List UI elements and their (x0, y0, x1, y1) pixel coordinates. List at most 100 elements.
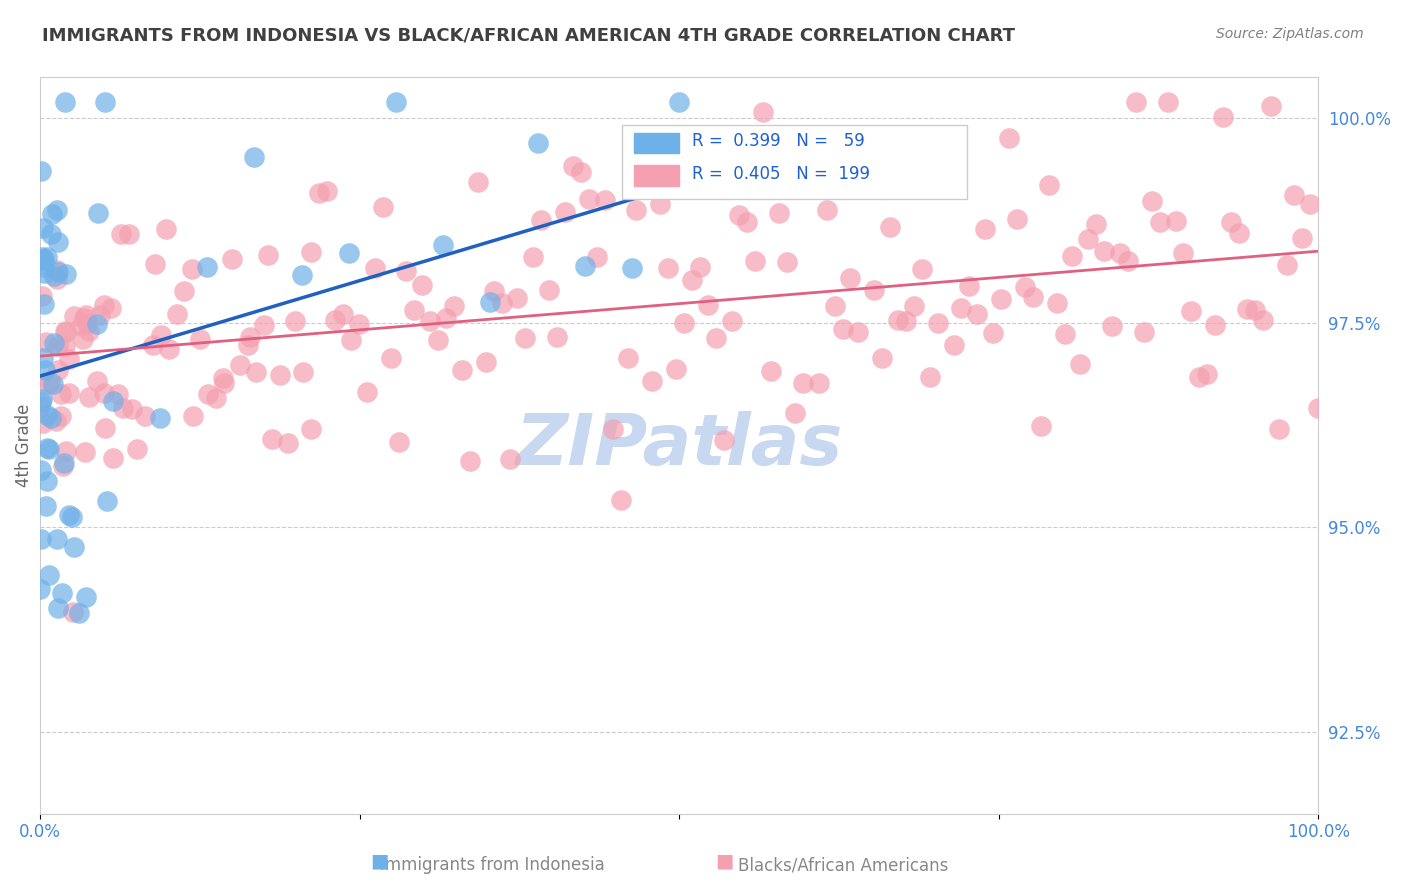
Point (792, 376, 814, 390)
Point (1022, 290, 1045, 304)
Point (63, 541, 86, 555)
Point (134, 409, 156, 423)
Point (34, 499, 56, 513)
Point (863, 283, 886, 297)
Point (957, 278, 980, 293)
Point (927, 316, 949, 330)
Point (292, 365, 315, 379)
Point (569, 165, 592, 179)
Point (51, 586, 73, 600)
Bar (634, 165, 679, 186)
Point (1069, 357, 1091, 371)
Point (1077, 231, 1099, 245)
Point (239, 330, 262, 344)
Point (451, 363, 474, 377)
Point (30, 163, 52, 178)
Point (53, 324, 76, 338)
Point (46, 265, 69, 279)
Point (364, 260, 387, 275)
Point (1236, 302, 1258, 317)
Point (121, 401, 143, 416)
Bar (634, 133, 679, 153)
Point (39, 375, 62, 389)
Point (1291, 231, 1313, 245)
Point (269, 368, 291, 383)
Point (75, 308, 97, 322)
Point (299, 422, 322, 436)
Point (125, 442, 148, 457)
Point (38, 567, 60, 582)
Point (824, 299, 846, 313)
Point (63, 309, 86, 323)
Point (759, 363, 782, 377)
Point (1308, 401, 1330, 415)
Point (44, 268, 66, 283)
Point (89, 308, 111, 322)
Point (32, 252, 55, 267)
Point (197, 387, 219, 401)
Point (689, 260, 711, 275)
Point (39, 411, 62, 425)
Point (1085, 217, 1108, 231)
Point (371, 200, 394, 214)
Point (1140, 194, 1163, 209)
Point (1101, 319, 1123, 334)
Point (1243, 302, 1265, 317)
Point (332, 307, 354, 321)
Point (173, 285, 195, 299)
Point (443, 299, 465, 313)
Point (641, 374, 664, 388)
Point (776, 255, 799, 269)
Point (672, 316, 695, 330)
Point (974, 222, 997, 236)
Point (650, 197, 672, 211)
Point (37, 376, 59, 391)
Point (783, 406, 806, 420)
Point (562, 159, 585, 173)
Point (1149, 215, 1171, 229)
Point (585, 250, 607, 264)
Point (385, 95, 408, 109)
Point (1046, 295, 1069, 310)
Point (323, 313, 346, 327)
Point (593, 193, 616, 207)
Point (76, 317, 98, 331)
Point (77, 324, 100, 338)
Point (395, 264, 418, 278)
Point (46, 339, 69, 353)
Point (53, 339, 76, 353)
Text: IMMIGRANTS FROM INDONESIA VS BLACK/AFRICAN AMERICAN 4TH GRADE CORRELATION CHART: IMMIGRANTS FROM INDONESIA VS BLACK/AFRIC… (42, 27, 1015, 45)
Point (166, 307, 188, 321)
Point (620, 261, 643, 276)
Point (30, 395, 52, 409)
Point (212, 376, 235, 390)
Point (181, 262, 204, 277)
Point (1109, 245, 1132, 260)
Point (157, 342, 180, 356)
Point (72, 332, 94, 346)
Point (308, 186, 330, 201)
Point (1038, 178, 1060, 192)
Point (93, 298, 115, 312)
Point (30, 462, 52, 476)
Point (491, 295, 513, 310)
Point (498, 452, 520, 467)
Point (1164, 214, 1187, 228)
Point (831, 321, 853, 335)
Point (32, 416, 55, 430)
Point (39, 227, 62, 242)
Point (55, 325, 77, 339)
Point (506, 291, 529, 305)
Point (67, 606, 90, 620)
Point (768, 206, 790, 220)
Point (800, 171, 823, 186)
Point (467, 175, 489, 189)
Point (942, 338, 965, 352)
Point (31, 250, 53, 264)
Point (34, 363, 56, 377)
Point (918, 369, 941, 384)
Point (62, 605, 84, 619)
Point (380, 351, 402, 366)
Point (807, 376, 830, 391)
Point (609, 492, 631, 507)
